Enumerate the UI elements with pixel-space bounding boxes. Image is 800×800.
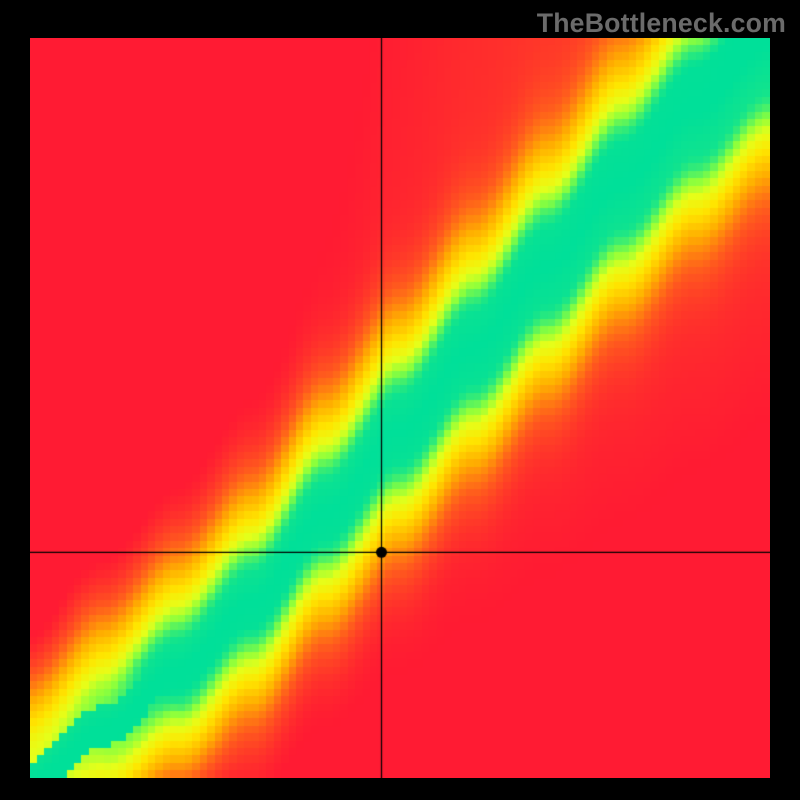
heatmap-plot-area <box>30 38 770 778</box>
heatmap-canvas <box>30 38 770 778</box>
bottleneck-heatmap-figure: TheBottleneck.com <box>0 0 800 800</box>
watermark-text: TheBottleneck.com <box>537 8 786 39</box>
